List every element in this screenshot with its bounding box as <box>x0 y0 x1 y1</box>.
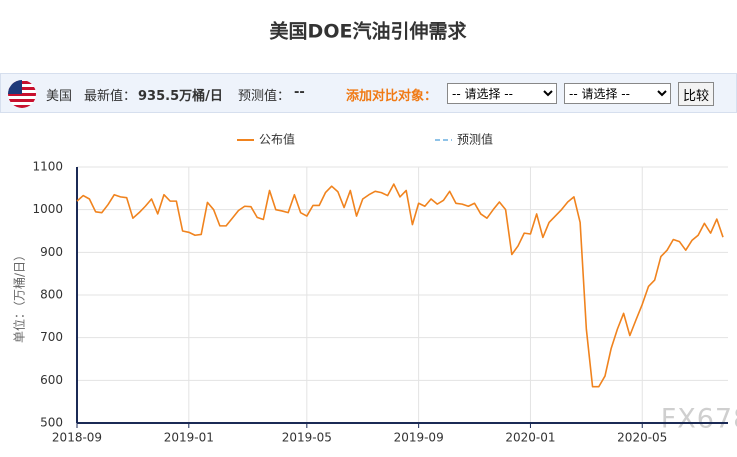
latest-value: 935.5万桶/日 <box>138 89 223 104</box>
latest-label: 最新值： <box>84 89 137 104</box>
y-tick-label: 500 <box>40 416 63 430</box>
x-tick-label: 2018-09 <box>52 431 102 445</box>
x-tick-label: 2019-09 <box>394 431 444 445</box>
compare-button[interactable]: 比较 <box>678 82 715 106</box>
info-bar: 美国 最新值： 935.5万桶/日 预测值： -- 添加对比对象： -- 请选择… <box>0 73 737 113</box>
compare-select[interactable]: -- 请选择 -- <box>564 83 671 104</box>
compare-label: 添加对比对象： <box>346 89 438 104</box>
legend-label: 公布值 <box>259 132 295 147</box>
watermark: FX678 <box>661 404 737 435</box>
y-tick-label: 700 <box>40 330 63 344</box>
x-tick-label: 2020-05 <box>617 431 667 445</box>
line-series <box>76 183 724 388</box>
x-tick-label: 2019-05 <box>282 431 332 445</box>
forecast-label: 预测值： <box>238 89 291 104</box>
y-tick-label: 800 <box>40 288 63 302</box>
flag <box>8 80 36 108</box>
country: 美国 <box>46 89 73 104</box>
x-tick-label: 2019-01 <box>164 431 214 445</box>
forecast-value: -- <box>294 85 305 100</box>
y-tick-label: 900 <box>40 245 63 259</box>
x-tick-label: 2020-01 <box>505 431 555 445</box>
y-tick-label: 1000 <box>32 202 63 216</box>
y-tick-label: 1100 <box>32 160 63 174</box>
y-axis-label: 单位：（万桶/日） <box>12 249 27 343</box>
y-tick-label: 600 <box>40 373 63 387</box>
chart-title: 美国DOE汽油引伸需求 <box>270 20 468 43</box>
compare-select[interactable]: -- 请选择 -- <box>447 83 557 104</box>
legend-label: 预测值 <box>457 132 493 147</box>
